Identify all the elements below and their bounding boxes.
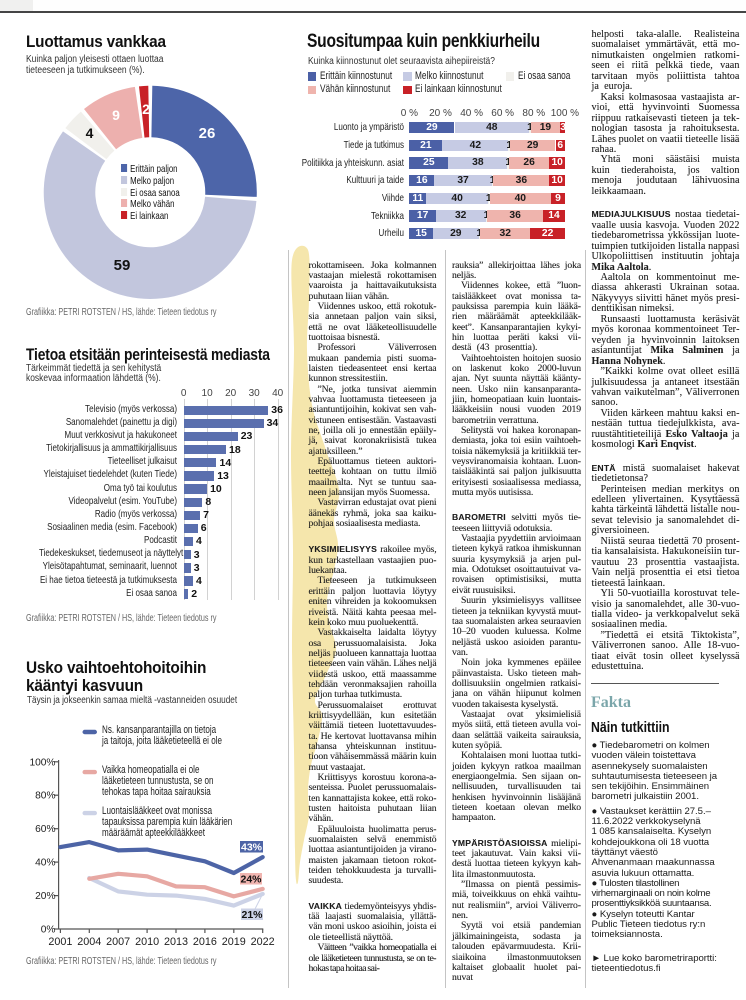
svg-text:21%: 21% <box>241 909 263 921</box>
svg-text:20%: 20% <box>35 891 55 902</box>
svg-text:2013: 2013 <box>164 936 188 948</box>
svg-text:2001: 2001 <box>48 936 72 948</box>
svg-text:24%: 24% <box>240 874 262 886</box>
svg-text:2019: 2019 <box>222 936 246 948</box>
svg-text:2004: 2004 <box>77 936 101 948</box>
svg-text:2010: 2010 <box>135 936 159 948</box>
svg-text:60%: 60% <box>35 824 55 835</box>
svg-text:26: 26 <box>199 125 216 142</box>
svg-text:2016: 2016 <box>193 936 217 948</box>
svg-text:4: 4 <box>86 125 94 141</box>
svg-text:59: 59 <box>114 257 131 274</box>
svg-text:2022: 2022 <box>251 936 275 948</box>
svg-text:0%: 0% <box>41 925 56 936</box>
svg-text:2007: 2007 <box>106 936 130 948</box>
svg-text:9: 9 <box>112 107 120 123</box>
svg-text:43%: 43% <box>241 842 263 854</box>
svg-text:40%: 40% <box>35 858 55 869</box>
svg-text:2: 2 <box>142 101 150 117</box>
svg-text:80%: 80% <box>35 791 55 802</box>
svg-text:100%: 100% <box>29 757 55 768</box>
